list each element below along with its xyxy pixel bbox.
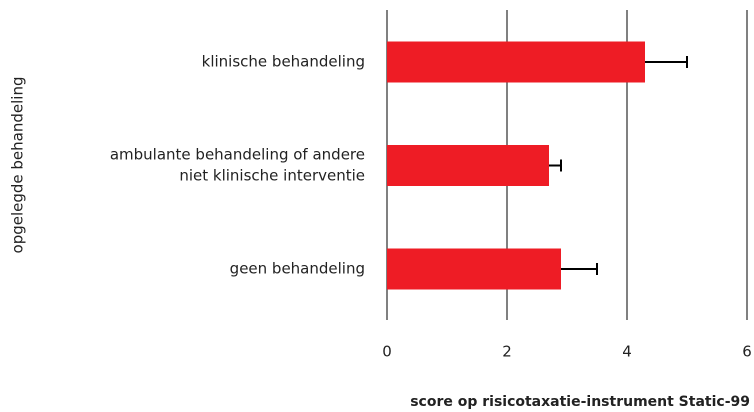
x-tick-label: 0	[382, 343, 392, 361]
bar	[387, 248, 561, 290]
x-tick-label: 6	[742, 343, 752, 361]
x-tick-label: 4	[622, 343, 632, 361]
x-tick-label: 2	[502, 343, 512, 361]
y-tick-label: klinische behandeling	[202, 53, 365, 71]
y-tick-label: niet klinische interventie	[179, 167, 365, 185]
y-tick-label: geen behandeling	[230, 260, 365, 278]
bar	[387, 41, 645, 83]
x-axis-label: score op risicotaxatie-instrument Static…	[410, 394, 750, 410]
y-axis-label: opgelegde behandeling	[9, 77, 27, 254]
bar	[387, 145, 549, 186]
y-tick-label: ambulante behandeling of andere	[110, 146, 365, 164]
